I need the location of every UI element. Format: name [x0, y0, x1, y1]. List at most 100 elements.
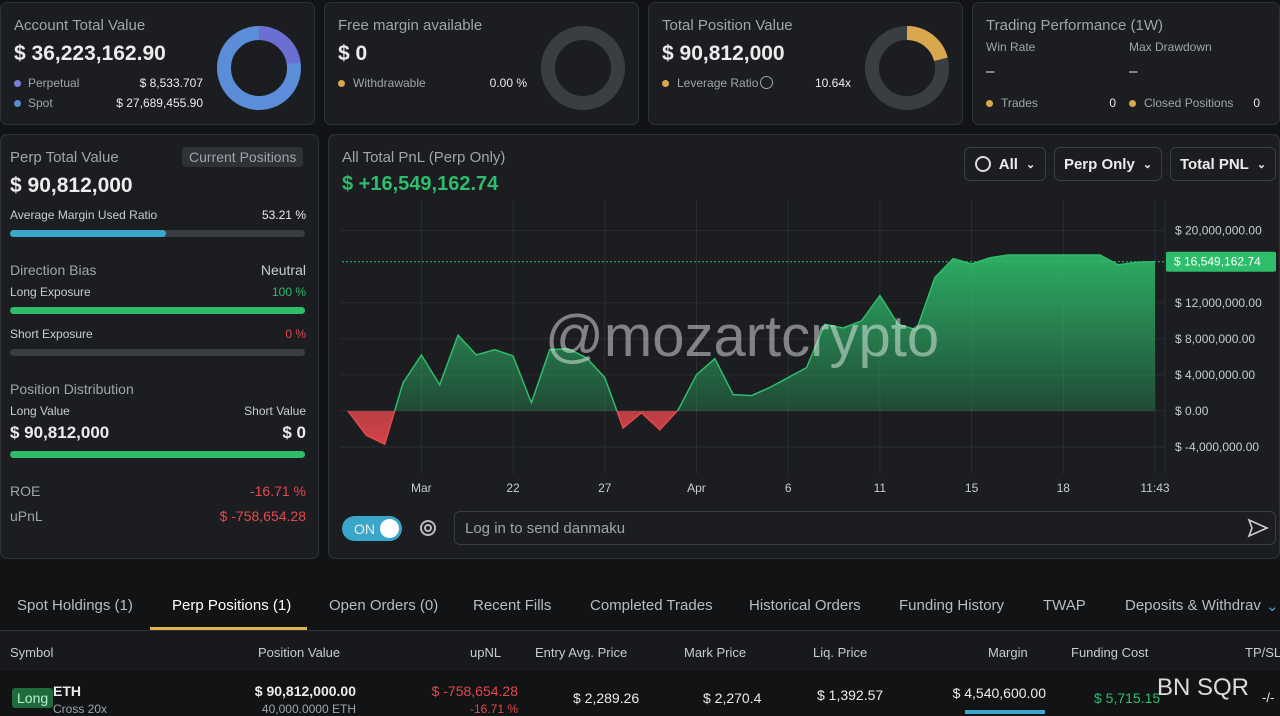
card-title: Total Position Value	[662, 17, 793, 34]
margin-bar	[965, 710, 1045, 714]
pnl-value: $ +16,549,162.74	[342, 173, 499, 195]
cell: $ 90,812,000.00	[254, 683, 356, 699]
column-header[interactable]: Mark Price	[684, 645, 747, 660]
info-icon[interactable]	[760, 76, 773, 89]
x-tick-label: 22	[506, 481, 520, 495]
area-positive	[394, 254, 1155, 411]
donut	[217, 26, 301, 110]
column-header[interactable]: Margin	[988, 645, 1028, 660]
label: Short Value	[244, 404, 306, 418]
dropdown[interactable]: All ⌄	[964, 147, 1046, 181]
toggle[interactable]: ON	[342, 516, 402, 541]
cell: $ 1,392.57	[817, 687, 884, 703]
y-tick-label: $ 0.00	[1175, 404, 1209, 418]
tab[interactable]: Historical Orders	[749, 597, 861, 614]
send-icon[interactable]	[1247, 518, 1269, 538]
card-value: $ 36,223,162.90	[14, 42, 166, 65]
row-label: Spot	[28, 96, 53, 110]
watermark: BN SQR	[1157, 674, 1250, 701]
x-tick-label: Mar	[411, 481, 432, 495]
table-header	[0, 631, 1280, 671]
y-tick-label: $ -4,000,000.00	[1175, 440, 1259, 454]
tab[interactable]: Perp Positions (1)	[172, 597, 292, 614]
label: Direction Bias	[10, 262, 97, 278]
column-header[interactable]: Position Value	[258, 645, 341, 660]
tab[interactable]: Deposits & Withdrav	[1125, 597, 1261, 614]
value: $ 0	[282, 423, 306, 442]
cell: $ 5,715.15	[1094, 690, 1161, 706]
tab[interactable]: TWAP	[1043, 597, 1086, 614]
watermark: @mozartcrypto	[545, 304, 940, 369]
line-positive	[348, 254, 1156, 411]
label: Short Exposure	[10, 327, 93, 341]
x-tick-label: Apr	[687, 481, 706, 495]
cell: -16.71 %	[469, 702, 518, 716]
row-value: $ 8,533.707	[139, 76, 203, 90]
column-header[interactable]: Symbol	[10, 645, 54, 660]
row-label: Leverage Ratio	[677, 76, 759, 90]
donut	[541, 26, 625, 110]
progress-track	[10, 451, 305, 458]
danmaku-input[interactable]: Log in to send danmaku	[454, 511, 1276, 545]
dropdown[interactable]: Total PNL ⌄	[1170, 147, 1276, 181]
placeholder: Log in to send danmaku	[465, 520, 626, 537]
dot	[338, 80, 345, 87]
divider	[0, 630, 1280, 631]
row-value: $ 27,689,455.90	[116, 96, 203, 110]
toggle-label: ON	[354, 521, 375, 537]
column-header[interactable]: upNL	[470, 645, 502, 660]
y-tick-label: $ 4,000,000.00	[1175, 368, 1255, 382]
value: Neutral	[260, 262, 306, 278]
value: $ -758,654.28	[219, 508, 306, 524]
pnl-chart: $ 20,000,000.00 $ 12,000,000.00 $ 8,000,00…	[340, 200, 1276, 495]
progress-fill	[10, 451, 305, 458]
toggle-knob	[380, 519, 399, 538]
button[interactable]: Current Positions	[182, 147, 304, 167]
dropdown-label: All	[998, 155, 1018, 173]
progress-fill	[10, 230, 167, 237]
progress-fill	[10, 307, 305, 314]
perp-panel	[0, 134, 319, 559]
tab[interactable]: Open Orders (0)	[329, 597, 439, 614]
row-value: 10.64x	[814, 76, 851, 90]
stat-label: Win Rate	[986, 40, 1036, 54]
y-tick-label: $ 12,000,000.00	[1175, 296, 1262, 310]
column-header[interactable]: Entry Avg. Price	[535, 645, 628, 660]
symbol[interactable]: ETH	[53, 683, 81, 699]
row-label: Perpetual	[28, 76, 80, 90]
cell: $ 2,289.26	[573, 690, 640, 706]
x-tick-label: 15	[965, 481, 979, 495]
clock-icon	[974, 156, 991, 172]
label: Long Value	[10, 404, 70, 418]
value: -16.71 %	[249, 483, 306, 499]
tabs-more[interactable]: ⌄	[1266, 598, 1279, 615]
column-header[interactable]: TP/SL	[1245, 645, 1280, 660]
mode: Cross 20x	[53, 702, 108, 716]
tab[interactable]: Completed Trades	[590, 597, 713, 614]
x-tick-label: 11:43	[1140, 481, 1169, 495]
current-label: $ 16,549,162.74	[1174, 255, 1261, 269]
row-label: Withdrawable	[353, 76, 426, 90]
column-header[interactable]: Funding Cost	[1071, 645, 1149, 660]
value: $ 90,812,000	[10, 423, 110, 442]
stat-value: –	[1129, 63, 1138, 80]
row-value: 0	[1253, 96, 1260, 110]
dropdown-label: Perp Only	[1063, 155, 1135, 173]
column-header[interactable]: Liq. Price	[813, 645, 868, 660]
card-title: Free margin available	[338, 17, 483, 34]
dropdown-label: Total PNL	[1179, 155, 1249, 173]
card-title: Account Total Value	[14, 17, 146, 34]
stat-label: Max Drawdown	[1129, 40, 1212, 54]
tab[interactable]: Spot Holdings (1)	[17, 597, 133, 614]
dropdown[interactable]: Perp Only ⌄	[1054, 147, 1162, 181]
tab[interactable]: Recent Fills	[473, 597, 552, 614]
panel-title: All Total PnL (Perp Only)	[342, 149, 506, 166]
value: 100 %	[271, 285, 306, 299]
cell: 40,000.0000 ETH	[261, 702, 356, 716]
settings-icon[interactable]	[418, 518, 438, 538]
stat-value: –	[986, 63, 995, 80]
tab[interactable]: Funding History	[899, 597, 1005, 614]
y-tick-label: $ 8,000,000.00	[1175, 332, 1255, 346]
label: uPnL	[10, 508, 43, 524]
